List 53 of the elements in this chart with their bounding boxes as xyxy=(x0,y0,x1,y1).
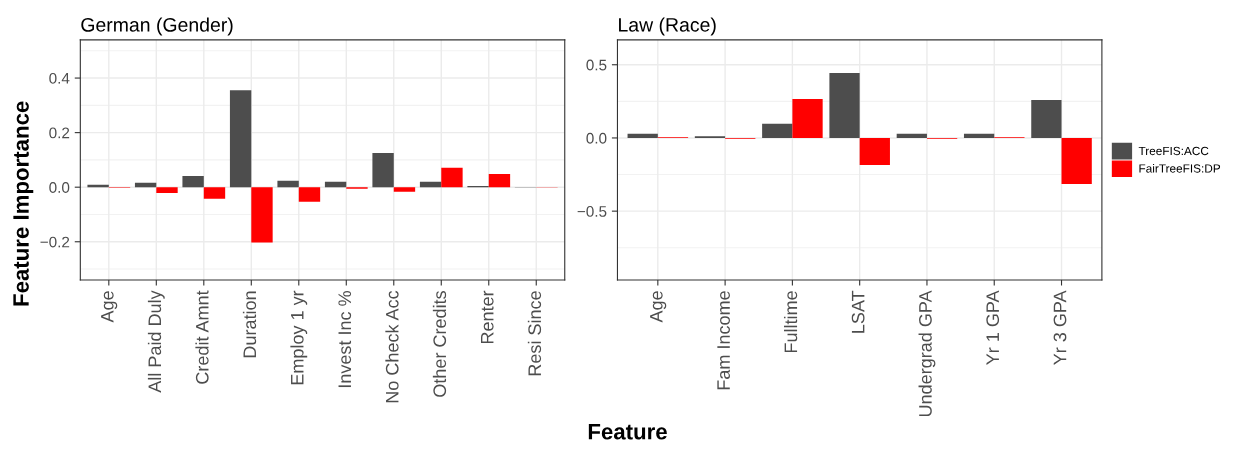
legend-label: FairTreeFIS:DP xyxy=(1139,163,1221,173)
y-tick-label: 0.0 xyxy=(586,132,607,144)
x-tick-label: Credit Amnt xyxy=(195,290,209,384)
bar xyxy=(134,182,157,188)
y-tick-label: 0.0 xyxy=(49,182,70,193)
chart-title: German (Gender) xyxy=(81,17,233,36)
bar xyxy=(792,99,823,138)
x-tick-label: Undergrad GPA xyxy=(918,290,936,417)
bar xyxy=(829,73,860,138)
bar xyxy=(627,133,658,138)
bar xyxy=(298,187,321,202)
x-tick-label: Age xyxy=(101,291,118,323)
bar xyxy=(1031,100,1062,138)
y-tick-label: −0.2 xyxy=(40,236,70,248)
x-tick-label: Employ 1 yr xyxy=(290,290,308,385)
x-tick-label: Resi Since xyxy=(527,291,542,376)
bar xyxy=(393,187,416,192)
x-tick-label: Duration xyxy=(242,291,257,358)
bar xyxy=(324,181,347,188)
x-tick-label: All Paid Duly xyxy=(147,290,165,393)
chart-title: Law (Race) xyxy=(619,17,716,36)
bar xyxy=(896,133,927,138)
bar xyxy=(182,176,204,188)
bar xyxy=(372,153,394,188)
legend-label: TreeFIS:ACC xyxy=(1138,146,1209,156)
x-tick-label: Age xyxy=(650,291,667,323)
bar xyxy=(251,187,273,243)
bar xyxy=(419,181,442,188)
bar xyxy=(277,180,299,188)
bar xyxy=(441,167,463,188)
bar xyxy=(203,187,226,199)
bar xyxy=(156,187,178,193)
x-tick-label: No Check Acc xyxy=(385,290,399,403)
x-tick-label: Renter xyxy=(481,290,494,344)
bar xyxy=(859,137,890,165)
x-axis-title: Feature xyxy=(588,424,667,440)
x-tick-label: Fulltime xyxy=(783,291,798,353)
bar xyxy=(762,123,793,138)
bar xyxy=(488,174,511,188)
y-tick-label: 0.2 xyxy=(49,127,70,139)
bar xyxy=(963,133,995,138)
y-tick-label: −0.5 xyxy=(577,206,607,217)
bar xyxy=(1061,137,1092,184)
y-axis-title: Feature Importance xyxy=(13,101,34,306)
x-tick-label: LSAT xyxy=(851,290,865,333)
x-tick-label: Yr 3 GPA xyxy=(1053,290,1067,365)
bar xyxy=(229,90,252,188)
x-tick-label: Invest Inc % xyxy=(338,291,352,388)
x-tick-label: Yr 1 GPA xyxy=(986,290,1000,365)
x-tick-label: Other Credits xyxy=(432,291,447,397)
y-tick-label: 0.5 xyxy=(586,59,607,71)
x-tick-label: Fam Income xyxy=(717,291,730,390)
y-tick-label: 0.4 xyxy=(49,72,70,84)
